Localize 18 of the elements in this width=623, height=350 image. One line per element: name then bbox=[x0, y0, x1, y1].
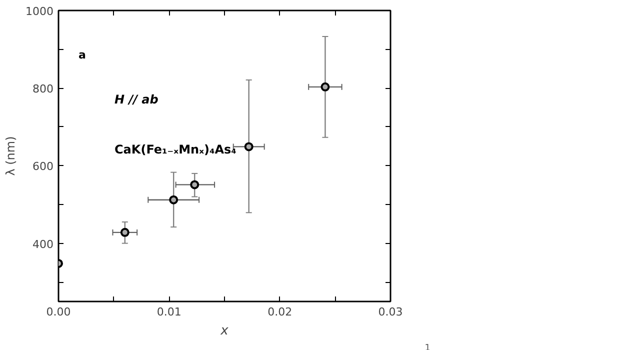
point bbox=[190, 180, 200, 190]
y-axis-title: λ (nm) bbox=[4, 136, 18, 176]
point bbox=[244, 142, 254, 152]
annotation: CaK(Fe₁₋ₓMnₓ)₄As₄ bbox=[114, 142, 236, 156]
annotation: H // ab bbox=[114, 92, 159, 106]
point bbox=[120, 228, 130, 237]
point bbox=[169, 195, 178, 204]
y-tick-label: 600 bbox=[32, 160, 54, 174]
x-tick-label: 0.00 bbox=[46, 306, 71, 318]
x-axis-title: x bbox=[220, 324, 229, 338]
point bbox=[320, 82, 330, 92]
x-tick-label: 0.01 bbox=[156, 306, 182, 318]
y-tick-label: 1000 bbox=[26, 5, 54, 18]
annotation: a bbox=[78, 48, 86, 62]
y-tick-label: 800 bbox=[32, 82, 54, 96]
x-tick-label: 0.02 bbox=[268, 306, 292, 318]
x-tick-label: 0.03 bbox=[378, 306, 403, 318]
y-tick-label: 400 bbox=[32, 238, 54, 251]
